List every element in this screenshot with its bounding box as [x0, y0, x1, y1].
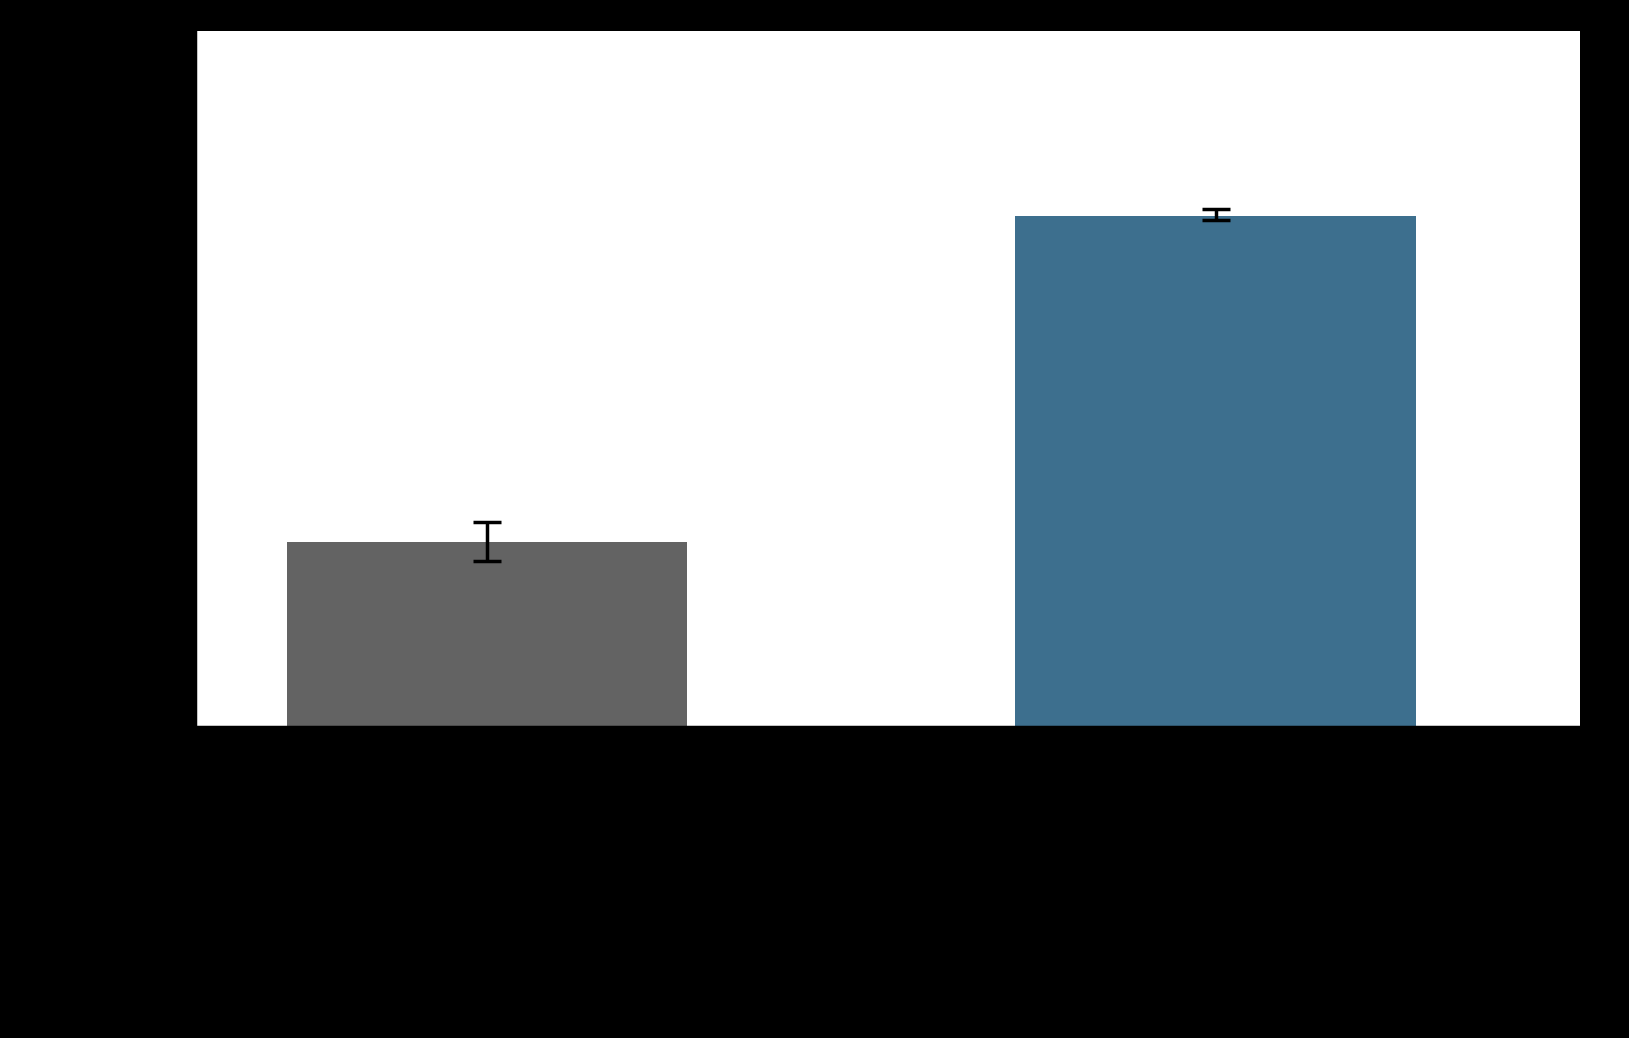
Text: used as specified
by the manufacturer: used as specified by the manufacturer	[380, 873, 595, 916]
Bar	[287, 542, 687, 1038]
Text: Commercial kit: Commercial kit	[345, 796, 629, 829]
Text: InVivo's Expression
System for transient
Transfection: InVivo's Expression System for transient…	[1021, 796, 1409, 905]
Bar	[1015, 216, 1416, 1038]
Y-axis label: IgG mg/L: IgG mg/L	[23, 295, 55, 463]
